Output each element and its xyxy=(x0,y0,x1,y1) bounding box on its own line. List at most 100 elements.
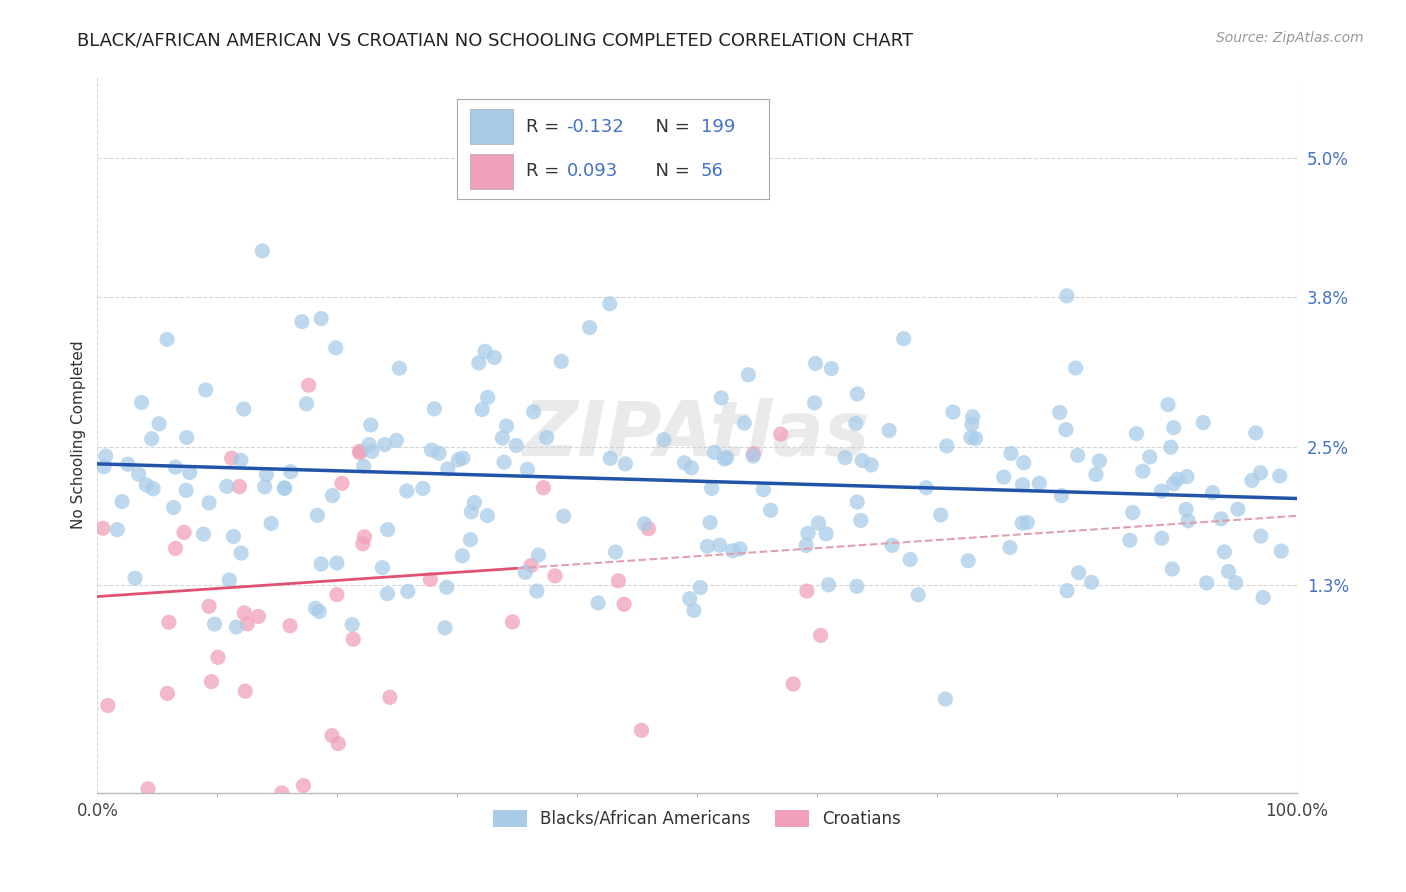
Point xyxy=(280,465,302,479)
Point xyxy=(117,457,139,471)
Point xyxy=(420,443,443,458)
Point xyxy=(342,632,364,647)
Point xyxy=(599,451,621,466)
Point xyxy=(273,481,295,495)
Point xyxy=(769,427,792,442)
Point xyxy=(1067,566,1090,580)
Point xyxy=(1251,591,1274,605)
Point xyxy=(934,692,956,706)
Point xyxy=(427,446,450,460)
Point xyxy=(942,405,965,419)
Point xyxy=(204,617,226,632)
Point xyxy=(484,351,506,365)
Point xyxy=(477,508,499,523)
Point xyxy=(733,416,755,430)
Point xyxy=(1163,476,1185,491)
Point xyxy=(860,458,883,472)
Point xyxy=(135,478,157,492)
Point xyxy=(893,332,915,346)
Point xyxy=(291,315,314,329)
Point xyxy=(228,479,250,493)
Point xyxy=(309,311,332,326)
Point xyxy=(1213,545,1236,559)
Point xyxy=(527,548,550,562)
Point xyxy=(882,538,904,552)
Text: BLACK/AFRICAN AMERICAN VS CROATIAN NO SCHOOLING COMPLETED CORRELATION CHART: BLACK/AFRICAN AMERICAN VS CROATIAN NO SC… xyxy=(77,31,914,49)
Point xyxy=(522,405,544,419)
Point xyxy=(721,543,744,558)
Point xyxy=(231,546,253,560)
Point xyxy=(374,437,396,451)
Point xyxy=(141,432,163,446)
Point xyxy=(173,805,195,819)
Point xyxy=(292,779,315,793)
Point xyxy=(225,620,247,634)
Point xyxy=(176,430,198,444)
Point xyxy=(699,516,721,530)
Point xyxy=(849,513,872,527)
Y-axis label: No Schooling Completed: No Schooling Completed xyxy=(72,341,86,529)
Point xyxy=(929,508,952,522)
Point xyxy=(728,541,751,556)
Point xyxy=(1000,446,1022,460)
Point xyxy=(188,798,211,813)
Point xyxy=(846,387,869,401)
Point xyxy=(349,446,371,460)
Point xyxy=(544,569,567,583)
Point xyxy=(820,361,842,376)
Text: Source: ZipAtlas.com: Source: ZipAtlas.com xyxy=(1216,31,1364,45)
Point xyxy=(1028,476,1050,491)
Point xyxy=(742,447,765,461)
Point xyxy=(1250,529,1272,543)
Point xyxy=(423,401,446,416)
Point xyxy=(960,417,983,432)
Point xyxy=(437,462,460,476)
Point xyxy=(1064,361,1087,376)
Point xyxy=(1177,514,1199,528)
Point xyxy=(353,530,375,544)
Point xyxy=(360,417,382,432)
Point xyxy=(1163,420,1185,434)
Point xyxy=(607,574,630,588)
Point xyxy=(495,419,517,434)
Point xyxy=(993,470,1015,484)
Point xyxy=(477,391,499,405)
Point xyxy=(679,591,702,606)
Point xyxy=(491,431,513,445)
Point xyxy=(388,361,411,376)
Point xyxy=(1067,449,1090,463)
Point xyxy=(91,521,114,535)
Point xyxy=(1056,583,1078,598)
Point xyxy=(1050,489,1073,503)
Point xyxy=(965,431,987,445)
Point xyxy=(520,558,543,573)
Point xyxy=(1175,469,1198,483)
Point xyxy=(689,581,711,595)
Point xyxy=(1011,516,1033,530)
Point xyxy=(1226,502,1249,516)
Point xyxy=(759,503,782,517)
Point xyxy=(451,450,474,465)
Point xyxy=(474,344,496,359)
Point xyxy=(1132,464,1154,478)
Point xyxy=(340,617,363,632)
Point xyxy=(273,481,295,495)
Point xyxy=(845,417,868,431)
Point xyxy=(962,409,984,424)
Point xyxy=(419,573,441,587)
Point xyxy=(395,483,418,498)
Point xyxy=(233,684,256,698)
Point xyxy=(371,560,394,574)
Point xyxy=(578,320,600,334)
Point xyxy=(236,616,259,631)
Point xyxy=(851,453,873,467)
Point xyxy=(709,538,731,552)
Point xyxy=(377,587,399,601)
Point xyxy=(156,332,179,346)
Point xyxy=(173,525,195,540)
Point xyxy=(1209,512,1232,526)
Point xyxy=(681,461,703,475)
Point xyxy=(1270,544,1292,558)
Point xyxy=(1157,398,1180,412)
Point xyxy=(846,495,869,509)
